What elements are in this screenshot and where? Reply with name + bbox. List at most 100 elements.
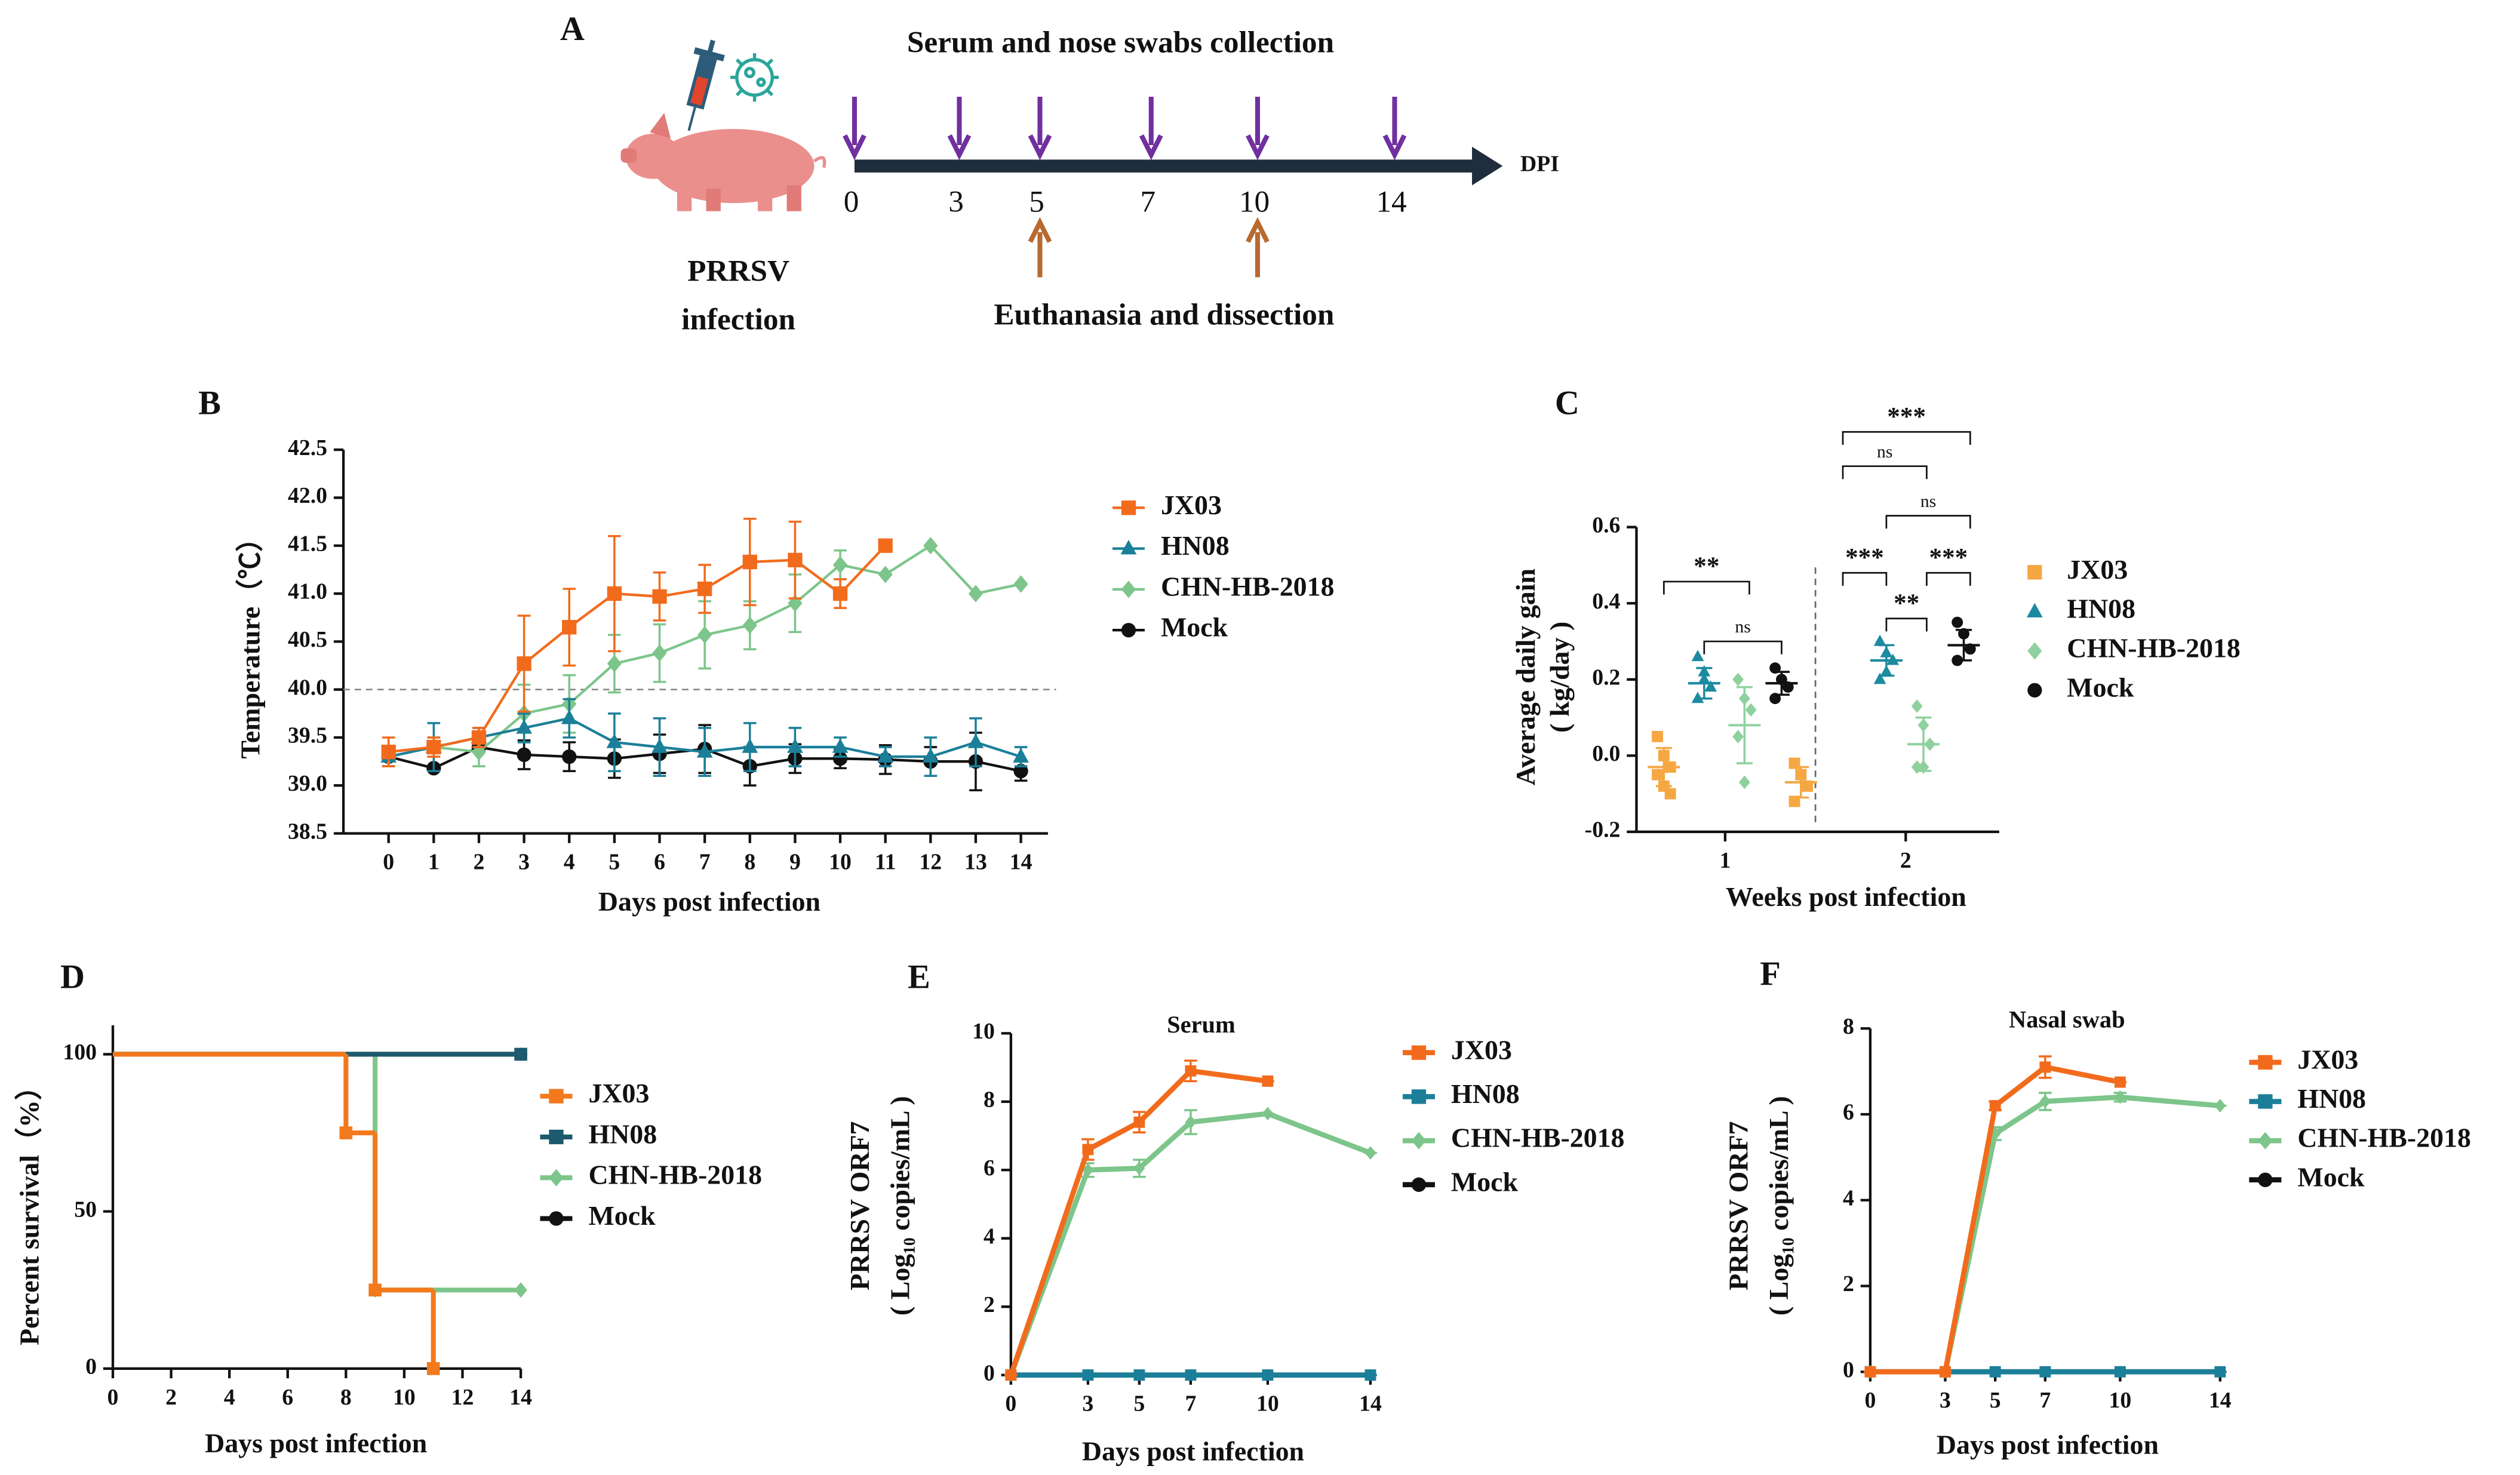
legend-label: JX03 (2297, 1044, 2358, 1074)
data-point (1664, 788, 1676, 800)
data-point (1262, 1075, 1274, 1087)
y-tick-label: 0 (984, 1360, 995, 1385)
y-tick-label: 8 (1843, 1014, 1854, 1039)
x-tick-label: 1 (428, 850, 440, 875)
data-point (514, 1047, 527, 1061)
data-point (2214, 1099, 2226, 1113)
legend-marker (1411, 1045, 1427, 1060)
legend-marker (2258, 1055, 2273, 1070)
x-tick-label: 4 (224, 1385, 235, 1410)
x-axis-label: Weeks post infection (1726, 881, 1966, 912)
legend-label: JX03 (588, 1078, 649, 1108)
legend-marker (549, 1169, 564, 1187)
significance-bracket (1926, 571, 1971, 586)
series-line (388, 545, 887, 754)
y-tick-label: 2 (984, 1292, 995, 1317)
euthanasia-arrow (1246, 217, 1270, 278)
x-tick-label: 10 (2109, 1388, 2132, 1413)
data-point (561, 709, 577, 724)
data-point (1691, 650, 1704, 662)
legend-marker (549, 1129, 564, 1145)
y-tick-label: 0.4 (1592, 589, 1620, 614)
data-point (1864, 1366, 1876, 1378)
data-point (1133, 1116, 1145, 1128)
y-axis-label: PRRSV ORF7 (1723, 1121, 1753, 1290)
data-point (562, 620, 577, 635)
legend-marker (1121, 580, 1136, 598)
significance-label: *** (1887, 403, 1926, 431)
x-tick-label: 2 (165, 1385, 177, 1410)
data-point (339, 1126, 353, 1139)
data-point (1911, 699, 1923, 713)
data-point (607, 654, 622, 672)
data-point (1732, 672, 1744, 687)
timeline-unit: DPI (1520, 152, 1559, 177)
data-point (1013, 764, 1028, 779)
data-point (1082, 1144, 1094, 1156)
x-tick-label: 8 (744, 850, 755, 875)
sampling-arrow (1246, 96, 1270, 161)
data-point (877, 748, 894, 763)
x-tick-label: 5 (1133, 1391, 1145, 1416)
legend-marker (2027, 565, 2042, 580)
data-point (426, 1362, 440, 1375)
data-point (2214, 1366, 2226, 1378)
data-point (2039, 1061, 2051, 1073)
data-point (697, 581, 712, 597)
data-point (1365, 1369, 1376, 1381)
data-point (381, 744, 396, 760)
sd-bar (1915, 716, 1932, 772)
y-axis-label: Average daily gain (1510, 569, 1541, 786)
significance-label: ns (1920, 492, 1936, 511)
significance-bracket (1885, 617, 1928, 632)
y-tick-label: 4 (984, 1224, 995, 1249)
sd-bar (1773, 671, 1790, 696)
data-point (1704, 680, 1717, 692)
series-line (1008, 1111, 1372, 1376)
timeline-arrowhead (1472, 146, 1503, 186)
data-point (1013, 575, 1028, 593)
legend-marker (2258, 1172, 2273, 1187)
pig-icon (620, 112, 826, 211)
significance-label: ** (1894, 589, 1919, 617)
data-point (1940, 1366, 1951, 1378)
data-point (788, 552, 803, 568)
significance-label: *** (1929, 544, 1968, 572)
significance-label: ns (1735, 617, 1750, 637)
panel-letter: B (198, 384, 221, 422)
chart-title: Serum (1167, 1011, 1236, 1038)
legend-label: CHN-HB-2018 (2297, 1123, 2471, 1153)
x-tick-label: 14 (1010, 850, 1032, 875)
significance-label: *** (1845, 544, 1884, 572)
y-tick-label: 0.2 (1592, 665, 1620, 690)
data-point (651, 738, 668, 753)
sampling-arrow (843, 96, 866, 161)
data-point (652, 589, 667, 604)
data-point (1185, 1115, 1197, 1129)
chart-title: Nasal swab (2009, 1006, 2125, 1033)
data-point (471, 730, 487, 745)
x-tick-label: 13 (964, 850, 987, 875)
x-tick-label: 4 (564, 850, 575, 875)
legend-marker (1120, 540, 1137, 555)
data-point (2114, 1090, 2126, 1104)
sampling-arrow (947, 96, 972, 161)
data-point (922, 748, 939, 763)
x-tick-label: 3 (1082, 1391, 1093, 1416)
sd-bar (1956, 629, 1972, 662)
legend-label: Mock (2067, 672, 2134, 702)
euthanasia-arrow (1028, 217, 1052, 278)
y-tick-label: -0.2 (1585, 818, 1621, 843)
infection-label: infection (681, 303, 795, 337)
data-point (562, 749, 577, 764)
significance-label: ns (1877, 442, 1892, 462)
data-point (1691, 692, 1704, 703)
data-point (652, 644, 667, 662)
data-point (1365, 1146, 1376, 1160)
x-tick-label: 5 (1990, 1388, 2001, 1413)
legend-marker (2027, 683, 2042, 698)
data-point (832, 738, 849, 753)
data-point (742, 554, 757, 570)
y-tick-label: 6 (1843, 1100, 1854, 1125)
